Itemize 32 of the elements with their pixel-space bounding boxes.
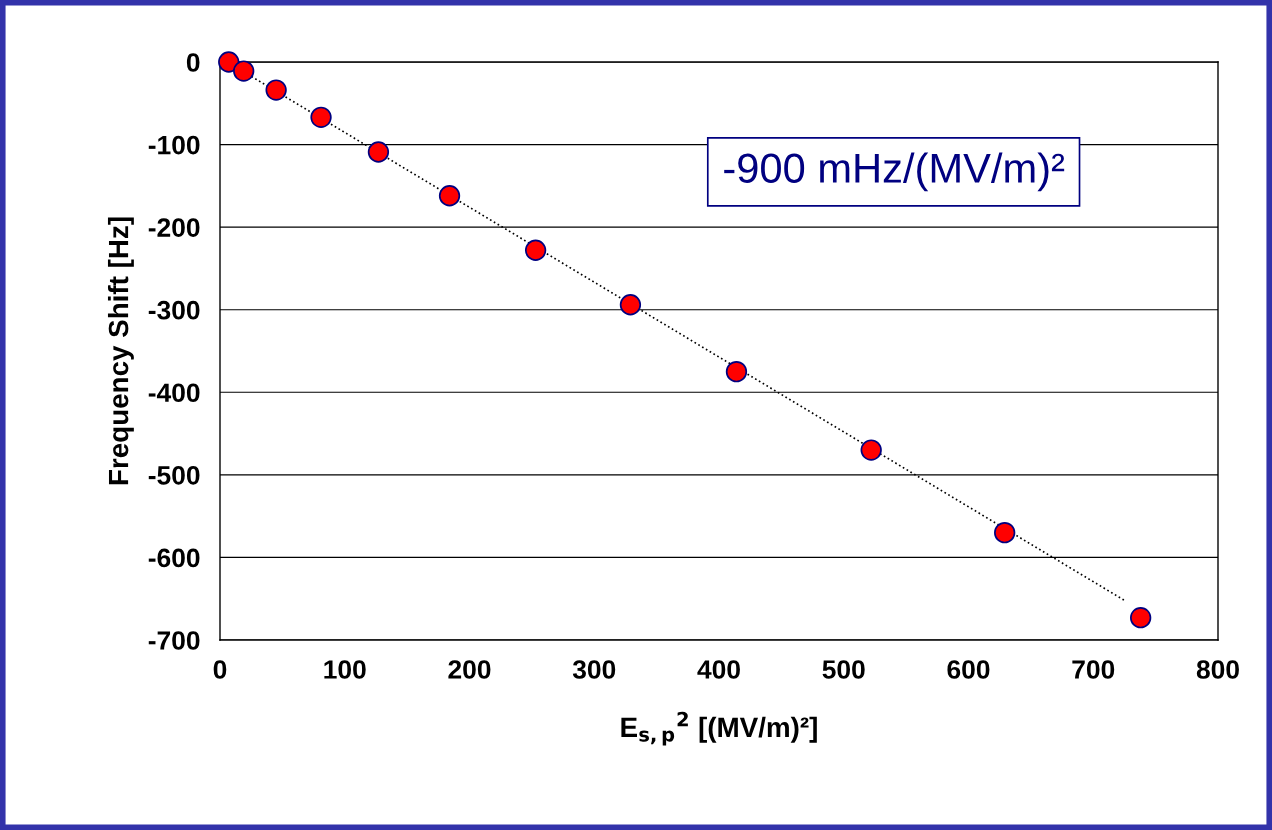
point [218, 51, 240, 73]
point [310, 106, 332, 128]
point [438, 185, 461, 207]
x-tick-label: 600 [947, 660, 990, 679]
point [265, 79, 287, 101]
x-axis-title: E$_{s,p}$$^{2}$ [(MV/m)²] [621, 711, 817, 746]
x-tick-label: 400 [697, 660, 740, 679]
point [860, 439, 882, 461]
x-tick-label: 200 [448, 660, 491, 679]
point [994, 522, 1016, 544]
point [233, 60, 255, 82]
y-axis-title: Frequency Shift [Hz] [107, 217, 134, 485]
x-tick-label: 700 [1072, 660, 1115, 679]
y-tick-label: -700 [148, 631, 200, 650]
y-tick-label: -300 [148, 300, 200, 320]
y-tick-label: -200 [148, 218, 200, 237]
x-tick-label: 500 [822, 660, 865, 679]
y-tick-label: -400 [148, 383, 200, 403]
point [619, 294, 642, 316]
x-tick-label: 300 [572, 660, 616, 679]
point [1129, 607, 1152, 629]
point [524, 239, 547, 261]
y-tick-label: -600 [148, 548, 200, 568]
annotation: -900 mHz/(MV/m)² [724, 152, 1065, 192]
y-tick-label: -500 [148, 465, 200, 485]
x-tick-label: 0 [213, 660, 227, 679]
point [725, 360, 748, 383]
x-tick-label: 100 [324, 660, 366, 679]
x-tick-label: 800 [1196, 660, 1239, 679]
y-tick-label: 0 [186, 53, 200, 72]
point [367, 141, 390, 163]
y-tick-label: -100 [148, 135, 200, 155]
